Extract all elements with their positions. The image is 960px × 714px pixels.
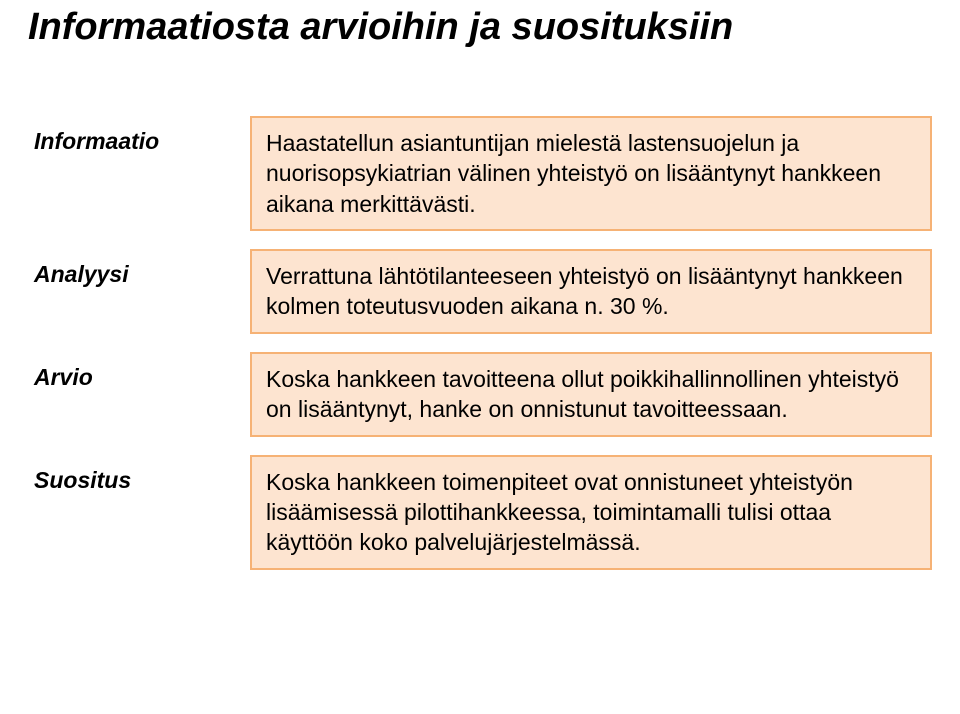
definition-table: Informaatio Haastatellun asiantuntijan m…: [28, 98, 932, 588]
slide-title: Informaatiosta arvioihin ja suosituksiin: [28, 6, 733, 49]
table-row: Analyysi Verrattuna lähtötilanteeseen yh…: [28, 249, 932, 334]
row-label: Suositus: [28, 455, 250, 570]
row-label: Arvio: [28, 352, 250, 437]
row-content: Verrattuna lähtötilanteeseen yhteistyö o…: [250, 249, 932, 334]
slide: Informaatiosta arvioihin ja suosituksiin…: [0, 0, 960, 714]
row-label: Informaatio: [28, 116, 250, 231]
row-content: Haastatellun asiantuntijan mielestä last…: [250, 116, 932, 231]
row-content: Koska hankkeen toimenpiteet ovat onnistu…: [250, 455, 932, 570]
table-row: Informaatio Haastatellun asiantuntijan m…: [28, 116, 932, 231]
row-label: Analyysi: [28, 249, 250, 334]
table-row: Arvio Koska hankkeen tavoitteena ollut p…: [28, 352, 932, 437]
table-row: Suositus Koska hankkeen toimenpiteet ova…: [28, 455, 932, 570]
row-content: Koska hankkeen tavoitteena ollut poikkih…: [250, 352, 932, 437]
